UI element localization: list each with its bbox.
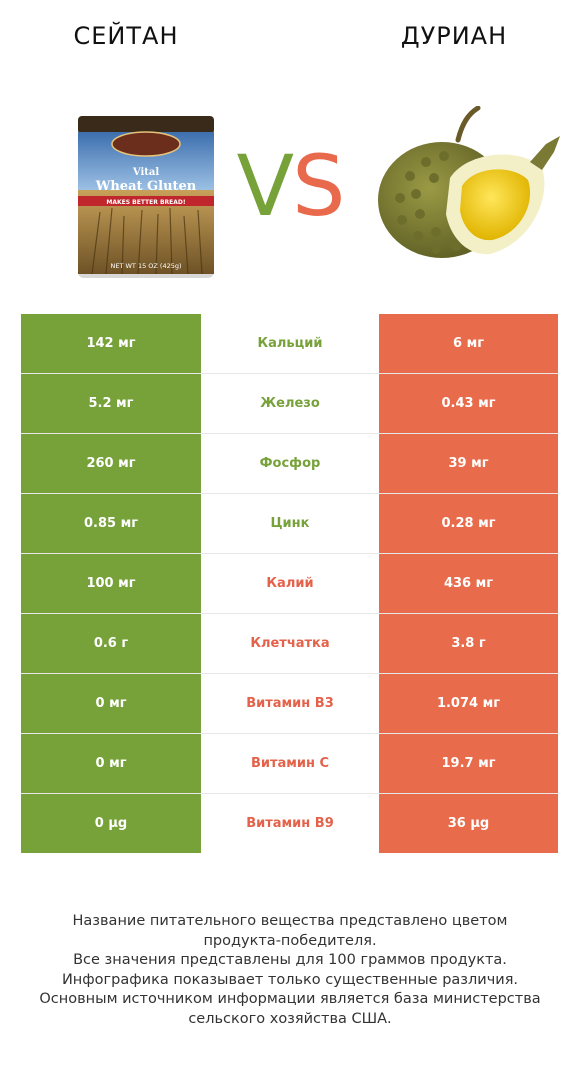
nutrient-name: Калий [201, 553, 379, 614]
left-value: 0 µg [21, 793, 201, 853]
left-value: 0 мг [21, 673, 201, 734]
right-value: 0.43 мг [379, 373, 558, 434]
footer-line: Название питательного вещества представл… [72, 913, 508, 929]
vs-s-letter: S [292, 137, 345, 235]
seitan-can-image: Vital Wheat Gluten MAKES BETTER BREAD! N… [78, 116, 214, 278]
nutrient-name: Железо [201, 373, 379, 434]
footer-line: Основным источником информации является … [39, 991, 541, 1007]
nutrient-name: Витамин B3 [201, 673, 379, 734]
can-label-line2: Wheat Gluten [95, 179, 197, 194]
left-value: 260 мг [21, 433, 201, 494]
comparison-row: 100 мг Калий 436 мг [21, 553, 558, 614]
comparison-row: 260 мг Фосфор 39 мг [21, 433, 558, 494]
left-value: 0.6 г [21, 613, 201, 674]
can-label-line1: Vital [132, 167, 159, 178]
right-value: 19.7 мг [379, 733, 558, 794]
comparison-row: 142 мг Кальций 6 мг [21, 314, 558, 374]
can-band-text: MAKES BETTER BREAD! [106, 199, 185, 206]
nutrient-name: Клетчатка [201, 613, 379, 674]
footer-line: Все значения представлены для 100 граммо… [73, 952, 507, 968]
comparison-row: 0 мг Витамин B3 1.074 мг [21, 673, 558, 734]
left-product-title: СЕЙТАН [73, 22, 179, 50]
left-value: 0.85 мг [21, 493, 201, 554]
comparison-table: 142 мг Кальций 6 мг 5.2 мг Железо 0.43 мг 260 … [21, 314, 558, 853]
right-value: 6 мг [379, 314, 558, 374]
left-value: 100 мг [21, 553, 201, 614]
can-net-weight: NET WT 15 OZ (425g) [110, 262, 181, 270]
footer-line: сельского хозяйства США. [188, 1010, 392, 1027]
comparison-row: 0 µg Витамин B9 36 µg [21, 793, 558, 853]
right-value: 3.8 г [379, 613, 558, 674]
comparison-row: 0.85 мг Цинк 0.28 мг [21, 493, 558, 554]
right-value: 36 µg [379, 793, 558, 853]
right-value: 1.074 мг [379, 673, 558, 734]
right-product-title: ДУРИАН [400, 22, 508, 50]
durian-image [378, 106, 560, 258]
comparison-row: 5.2 мг Железо 0.43 мг [21, 373, 558, 434]
left-value: 5.2 мг [21, 373, 201, 434]
nutrient-name: Кальций [201, 314, 379, 374]
right-value: 0.28 мг [379, 493, 558, 554]
nutrient-name: Фосфор [201, 433, 379, 494]
nutrient-name: Витамин C [201, 733, 379, 794]
right-value: 436 мг [379, 553, 558, 614]
vs-logo: VS [220, 136, 360, 236]
footer-line: Инфографика показывает только существенн… [61, 971, 519, 988]
left-value: 0 мг [21, 733, 201, 794]
right-value: 39 мг [379, 433, 558, 494]
comparison-row: 0.6 г Клетчатка 3.8 г [21, 613, 558, 674]
footer-line: продукта-победителя. [203, 932, 377, 949]
footer-notes: Название питательного вещества представл… [20, 912, 560, 1029]
comparison-row: 0 мг Витамин C 19.7 мг [21, 733, 558, 794]
left-value: 142 мг [21, 314, 201, 374]
vs-v-letter: V [236, 137, 294, 235]
nutrient-name: Витамин B9 [201, 793, 379, 853]
nutrient-name: Цинк [201, 493, 379, 554]
